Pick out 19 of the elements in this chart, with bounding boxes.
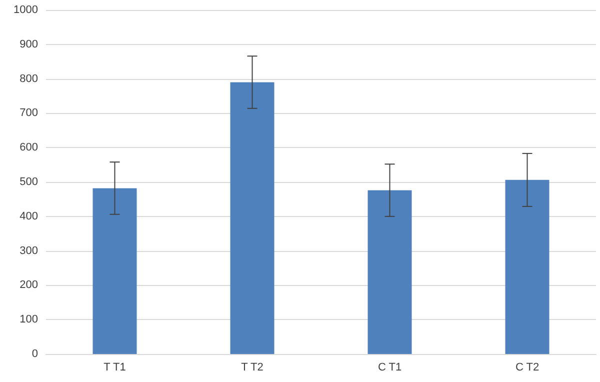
y-tick-label: 800 xyxy=(20,72,38,85)
y-tick-label: 200 xyxy=(20,279,38,292)
x-tick-label: C T1 xyxy=(378,362,402,374)
x-tick-label: T T1 xyxy=(104,362,126,374)
y-tick-label: 700 xyxy=(20,107,38,120)
y-tick-label: 500 xyxy=(20,176,38,188)
y-tick-label: 1000 xyxy=(14,4,38,16)
bar xyxy=(230,82,274,354)
bar xyxy=(505,180,550,354)
y-tick-label: 100 xyxy=(20,314,38,326)
bar xyxy=(368,190,412,354)
y-tick-label: 300 xyxy=(20,244,38,257)
y-tick-label: 400 xyxy=(20,210,38,222)
y-tick-label: 900 xyxy=(20,38,38,50)
x-tick-label: T T2 xyxy=(241,362,264,374)
y-tick-label: 600 xyxy=(20,142,38,154)
bar xyxy=(92,188,137,354)
x-tick-label: C T2 xyxy=(515,362,540,374)
y-tick-label: 0 xyxy=(32,348,38,360)
